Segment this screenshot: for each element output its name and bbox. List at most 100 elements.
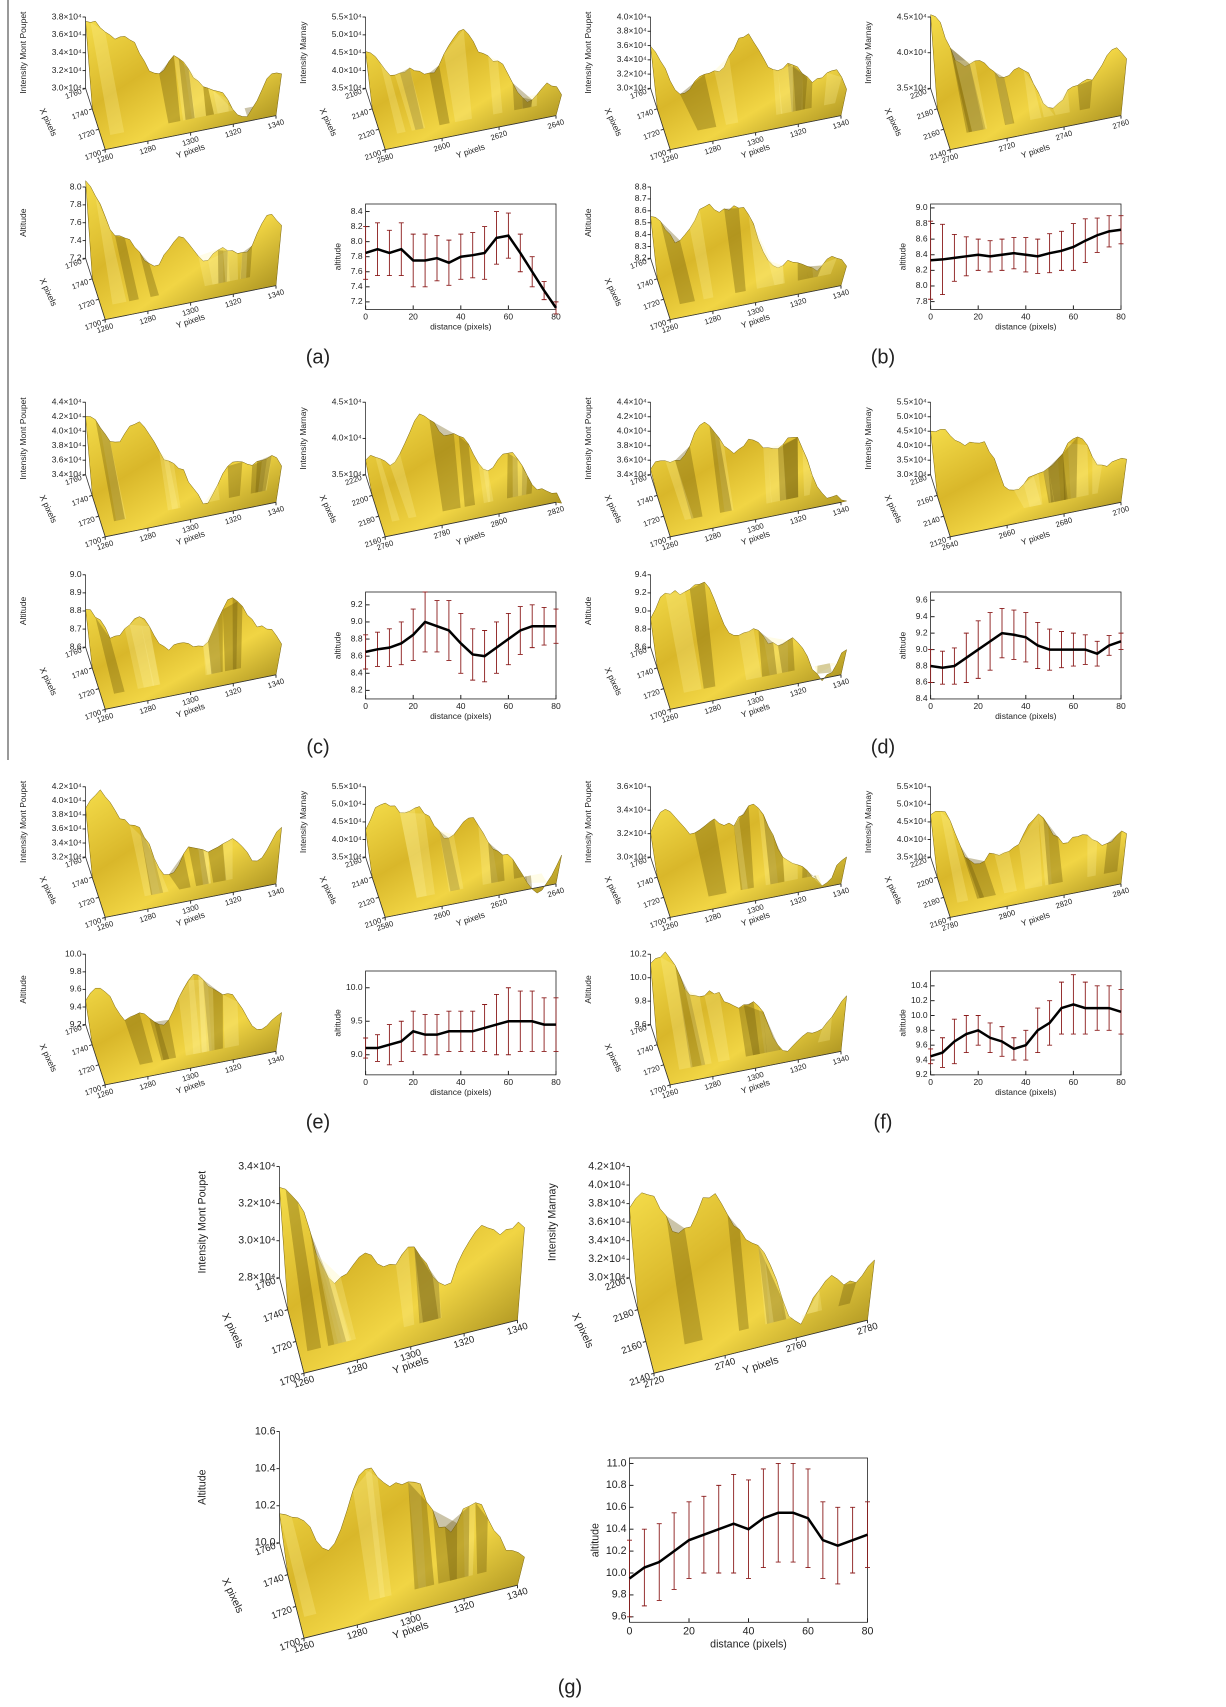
surface [651, 34, 847, 150]
z-tick-label: 5.0×10⁴ [332, 799, 362, 809]
x-axis-label: distance (pixels) [430, 322, 492, 332]
x-tick [376, 897, 379, 898]
y-tick-label: 8.6 [351, 650, 363, 660]
y-axis-label: Y pixels [1020, 142, 1051, 161]
y-tick-label: 2740 [713, 1356, 737, 1373]
z-tick-label: 10.2 [630, 949, 647, 959]
y-tick-label: 1320 [789, 1061, 808, 1075]
z-tick-label: 4.0×10⁴ [332, 834, 362, 844]
y-axis-label: Y pixels [455, 529, 486, 548]
y-tick-label: 1320 [224, 894, 243, 908]
y-tick-label: 8.6 [916, 677, 928, 687]
y-tick-label: 1280 [138, 530, 157, 544]
y-tick-label: 2760 [785, 1338, 809, 1355]
x-axis-label: X pixels [603, 276, 625, 307]
y-tick-label: 1340 [266, 287, 285, 301]
z-axis-label: Altitude [18, 975, 28, 1004]
z-tick-label: 4.5×10⁴ [897, 425, 927, 435]
y-tick-label: 8.4 [351, 668, 363, 678]
y-tick-label: 1340 [506, 1321, 530, 1338]
z-tick-label: 9.2 [635, 587, 647, 597]
x-tick-label: 2180 [922, 896, 941, 910]
y-tick-label: 1320 [224, 296, 243, 310]
x-tick [369, 495, 372, 496]
z-tick-label: 3.5×10⁴ [897, 454, 927, 464]
x-tick-label: 0 [363, 311, 368, 321]
z-axis-label: Intensity Mont Poupet [18, 11, 28, 94]
y-tick-label: 7.8 [351, 251, 363, 261]
x-tick [89, 668, 92, 669]
panel-label: (c) [306, 736, 329, 758]
x-tick-label: 60 [504, 311, 514, 321]
y-tick-label: 1280 [703, 530, 722, 544]
x-axis-label: X pixels [38, 276, 60, 307]
x-tick-label: 40 [743, 1626, 755, 1638]
x-tick [96, 299, 99, 300]
x-tick-label: 60 [504, 701, 514, 711]
x-tick-label: 1720 [270, 1604, 294, 1622]
y-tick-label: 8.8 [916, 660, 928, 670]
surface [630, 1193, 875, 1373]
y-tick-label: 1320 [789, 296, 808, 310]
x-tick-label: 60 [1069, 1077, 1079, 1087]
y-tick-label: 8.2 [916, 265, 928, 275]
y-tick-label: 1320 [224, 126, 243, 140]
x-tick [934, 877, 937, 878]
x-tick-label: 40 [456, 311, 466, 321]
y-tick-label: 1340 [831, 886, 850, 900]
surface-shade [783, 857, 798, 881]
x-tick-label: 20 [408, 701, 418, 711]
y-tick-label: 9.0 [351, 1049, 363, 1059]
x-tick-label: 1740 [635, 494, 654, 508]
x-tick-label: 1740 [70, 1043, 89, 1057]
z-tick-label: 4.4×10⁴ [52, 397, 82, 407]
z-tick-label: 3.6×10⁴ [52, 823, 82, 833]
z-tick-label: 3.4×10⁴ [617, 804, 647, 814]
y-axis-label: altitude [333, 1009, 343, 1037]
z-tick-label: 4.0×10⁴ [897, 834, 927, 844]
x-tick-label: 1720 [77, 896, 96, 910]
z-tick-label: 3.4×10⁴ [617, 54, 647, 64]
x-axis-label: X pixels [603, 666, 625, 697]
x-tick-label: 20 [973, 311, 983, 321]
x-tick [96, 129, 99, 130]
z-tick-label: 3.6×10⁴ [617, 454, 647, 464]
y-tick-label: 7.8 [916, 296, 928, 306]
x-tick [96, 516, 99, 517]
z-tick-label: 8.8 [70, 605, 82, 615]
z-tick-label: 3.6×10⁴ [52, 29, 82, 39]
x-axis-label: X pixels [318, 106, 340, 137]
x-tick-label: 2180 [612, 1307, 636, 1325]
y-tick-label: 2820 [1054, 897, 1073, 911]
x-tick [89, 1045, 92, 1046]
x-tick [661, 299, 664, 300]
z-tick-label: 3.8×10⁴ [52, 11, 82, 21]
x-tick-label: 1740 [70, 107, 89, 121]
y-tick-label: 1320 [452, 1334, 476, 1351]
x-tick-label: 1720 [77, 128, 96, 142]
x-tick-label: 1760 [629, 257, 648, 271]
z-tick-label: 4.5×10⁴ [332, 397, 362, 407]
x-tick [89, 877, 92, 878]
z-tick-label: 4.0×10⁴ [332, 65, 362, 75]
z-tick-label: 4.5×10⁴ [897, 816, 927, 826]
y-tick-label: 1340 [266, 504, 285, 518]
y-tick-label: 2620 [489, 129, 508, 143]
x-tick-label: 20 [973, 1077, 983, 1087]
x-tick-label: 1740 [262, 1572, 286, 1590]
x-tick-label: 1720 [77, 298, 96, 312]
surface-shade [818, 1017, 832, 1043]
x-tick [934, 495, 937, 496]
x-tick [293, 1341, 296, 1342]
z-tick-label: 4.2×10⁴ [617, 411, 647, 421]
z-tick-label: 3.2×10⁴ [238, 1197, 276, 1209]
z-tick-label: 4.0×10⁴ [332, 433, 362, 443]
y-tick-label: 7.6 [351, 266, 363, 276]
y-tick-label: 1280 [138, 1078, 157, 1092]
y-tick-label: 2780 [856, 1321, 880, 1338]
z-axis-label: Intensity Mont Poupet [583, 11, 593, 94]
x-tick-label: 2160 [922, 128, 941, 142]
y-tick-label: 2800 [998, 908, 1017, 922]
y-tick-label: 10.2 [911, 995, 928, 1005]
z-tick-label: 4.2×10⁴ [588, 1160, 626, 1172]
